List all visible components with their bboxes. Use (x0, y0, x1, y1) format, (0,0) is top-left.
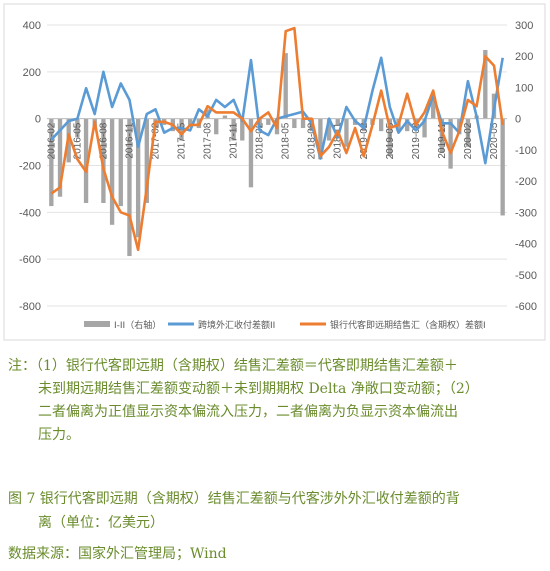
bar (109, 118, 115, 225)
legend-label: I-II（右轴） (114, 319, 161, 331)
right-axis-tick-label: -400 (515, 239, 537, 251)
x-axis-tick-label: 2017-05 (177, 122, 188, 159)
x-axis-tick-label: 2020-02 (463, 122, 474, 159)
right-axis-tick-label: -100 (515, 145, 537, 157)
data-source: 数据来源：国家外汇管理局；Wind (8, 546, 227, 562)
bar (344, 118, 349, 147)
figure-caption: 图 7 银行代客即远期（含期权）结售汇差额与代客涉外外汇收付差额的背 离（单位：… (8, 487, 544, 535)
combo-chart: -800 -600 -400 -200 0 200 400 -600 -500 -400 -300 -… (3, 3, 546, 341)
bar (326, 118, 332, 141)
x-axis-tick-label: 2017-02 (150, 122, 161, 159)
bar (378, 118, 384, 132)
bar (231, 118, 236, 141)
bar (83, 118, 89, 203)
x-axis-tick-label: 2016-02 (46, 122, 57, 159)
right-axis-tick-label: -600 (515, 301, 537, 313)
bar (127, 118, 132, 257)
right-axis-tick-label: 300 (515, 20, 533, 32)
bar (448, 118, 453, 169)
bar (439, 118, 445, 154)
legend-swatch-bar (84, 321, 110, 327)
bar (483, 49, 488, 119)
left-axis-tick-label: 400 (23, 20, 41, 32)
bar (179, 118, 184, 141)
x-axis-tick-label: 2018-02 (255, 122, 266, 159)
x-axis-tick-label: 2019-11 (437, 122, 448, 158)
bar (500, 118, 505, 216)
bar (300, 118, 306, 129)
x-axis-tick-label: 2018-11 (333, 122, 344, 158)
x-axis-tick-label: 2016-05 (72, 122, 83, 159)
x-axis-tick-label: 2017-11 (229, 122, 240, 158)
note-line-1: 注：（1）银行代客即远期（含期权）结售汇差额＝代客即期结售汇差额＋ (8, 358, 458, 374)
bar (335, 118, 340, 125)
bar (57, 118, 63, 197)
x-axis-tick-label: 2018-08 (307, 122, 318, 159)
x-axis-tick-label: 2016-08 (98, 122, 109, 159)
note-line-2: 未到期远期结售汇差额变动额＋未到期期权 Delta 净敞口变动额；（2） (38, 381, 479, 397)
bar (248, 118, 254, 188)
left-axis-tick-label: -400 (19, 207, 41, 219)
note-line-3: 二者偏离为正值显示资本偏流入压力，二者偏离为负显示资本偏流出 (38, 404, 458, 420)
bar (101, 118, 106, 203)
right-axis-tick-label: 200 (515, 51, 533, 63)
bar (222, 115, 228, 119)
bar (266, 118, 271, 125)
x-axis-tick-label: 2020-05 (489, 122, 500, 159)
bar (405, 118, 410, 132)
legend-label: 跨境外汇收付差额II (198, 319, 275, 331)
bar (387, 118, 392, 157)
notes: 注：（1）银行代客即远期（含期权）结售汇差额＝代客即期结售汇差额＋ 未到期远期结… (8, 355, 544, 447)
right-axis-tick-label: 100 (515, 82, 533, 94)
bar (214, 118, 219, 135)
caption-line-2: 离（单位：亿美元） (38, 515, 164, 531)
bar (49, 118, 54, 207)
bar (318, 118, 323, 160)
x-axis-tick-label: 2018-05 (281, 122, 292, 159)
right-axis-tick-label: -500 (515, 270, 537, 282)
left-axis-tick-label: -800 (19, 301, 41, 313)
legend-label: 银行代客即远期结售汇（含期权）差额I (330, 319, 486, 331)
chart-frame (3, 3, 546, 341)
bar (144, 118, 149, 203)
right-axis-tick-label: -200 (515, 176, 537, 188)
bar (292, 118, 297, 129)
x-axis-tick-label: 2016-11 (124, 122, 135, 158)
bar (422, 118, 427, 138)
left-axis-tick-label: -200 (19, 161, 41, 173)
bar (283, 53, 288, 119)
right-axis-tick-label: 0 (515, 114, 521, 126)
bar (118, 118, 123, 207)
note-line-4: 压力。 (38, 427, 80, 443)
left-axis-tick-label: -600 (19, 254, 41, 266)
series-line-fx-settlement (50, 26, 504, 252)
bar (135, 118, 141, 238)
bar (431, 96, 436, 119)
right-axis-tick-label: -300 (515, 207, 537, 219)
x-axis-tick-label: 2017-08 (203, 122, 214, 159)
x-axis-tick-label: 2019-08 (411, 122, 422, 159)
chart-area: -800 -600 -400 -200 0 200 400 -600 -500 -400 -300 -… (3, 3, 546, 341)
bar (75, 118, 80, 138)
caption-line-1: 图 7 银行代客即远期（含期权）结售汇差额与代客涉外外汇收付差额的背 (8, 491, 460, 507)
left-axis-tick-label: 200 (23, 67, 41, 79)
bar (188, 118, 193, 125)
bar (465, 118, 471, 147)
bar (240, 118, 245, 141)
x-axis-tick-label: 2019-05 (385, 122, 396, 159)
left-axis-tick-label: 0 (35, 114, 41, 126)
x-axis-tick-label: 2019-02 (359, 122, 370, 159)
